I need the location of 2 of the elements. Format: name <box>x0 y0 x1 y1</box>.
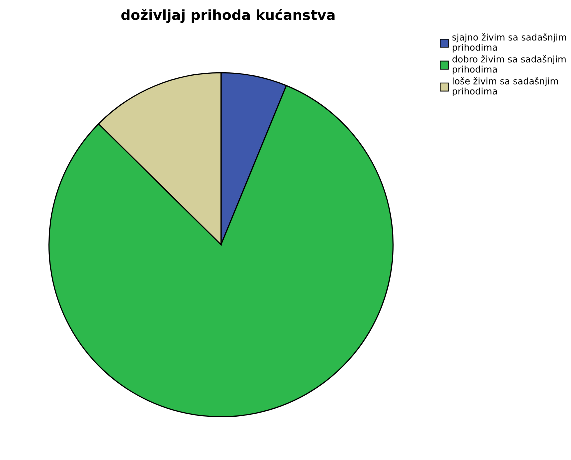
legend-label: loše živim sa sadašnjim prihodima <box>452 77 558 97</box>
chart-title: doživljaj prihoda kućanstva <box>122 9 335 24</box>
